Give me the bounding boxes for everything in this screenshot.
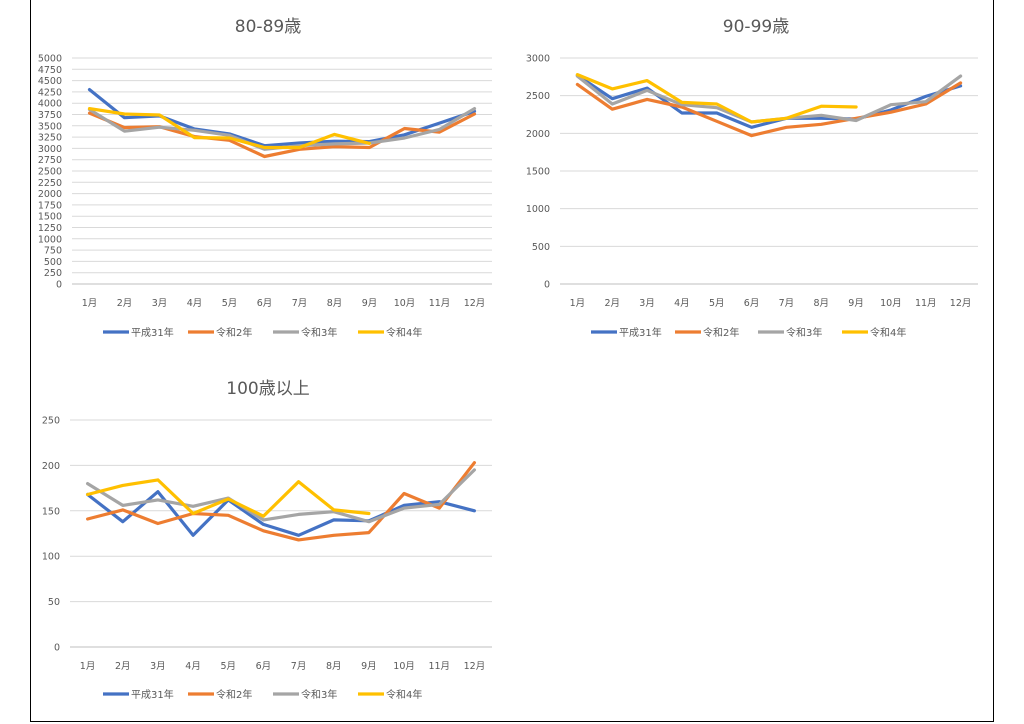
y-tick-label: 3000 [526, 54, 550, 65]
chart-2: 90-99歳 0 500 1000 1500 2000 2500 3000 1月 2月 3月 4月 5月… [526, 17, 978, 339]
y-tick-label: 250 [42, 416, 60, 427]
x-tick-label: 1月 [82, 298, 98, 309]
y-tick-label: 2750 [38, 155, 62, 166]
y-tick-label: 1250 [38, 223, 62, 234]
x-tick-label: 2月 [604, 298, 620, 309]
series-line-4 [87, 106, 372, 150]
y-tick-label: 2250 [38, 178, 62, 189]
series-line-2 [575, 81, 963, 138]
y-tick-label: 0 [54, 643, 60, 654]
y-tick-label: 500 [532, 242, 550, 253]
y-tick-label: 1500 [526, 167, 550, 178]
y-tick-label: 250 [44, 268, 62, 279]
y-tick-label: 3250 [38, 133, 62, 144]
y-tick-label: 50 [48, 597, 60, 608]
x-tick-label: 8月 [326, 661, 342, 672]
legend-label: 令和4年 [870, 326, 906, 339]
x-tick-label: 3月 [150, 661, 166, 672]
series-line-1 [575, 73, 963, 129]
series-line-4 [575, 72, 858, 124]
x-tick-label: 12月 [464, 661, 486, 672]
legend-label: 令和3年 [301, 326, 337, 339]
x-tick-label: 7月 [779, 298, 795, 309]
y-tick-label: 1500 [38, 212, 62, 223]
y-tick-label: 1000 [38, 234, 62, 245]
x-tick-label: 9月 [848, 298, 864, 309]
chart-3: 100歳以上 0 50 100 150 200 250 1月 2月 3月 4月 5月 6月 7月 8月 9月 1… [42, 379, 492, 701]
y-tick-label: 1750 [38, 200, 62, 211]
chart-title: 80-89歳 [235, 17, 301, 37]
x-tick-label: 7月 [291, 661, 307, 672]
series-line-2 [85, 461, 476, 542]
y-tick-label: 2500 [38, 167, 62, 178]
y-tick-label: 4000 [38, 99, 62, 110]
y-tick-label: 4500 [38, 76, 62, 87]
series-line-4 [85, 478, 371, 518]
x-tick-label: 12月 [950, 298, 972, 309]
y-tick-label: 4750 [38, 65, 62, 76]
x-tick-label: 11月 [915, 298, 937, 309]
y-tick-label: 1000 [526, 204, 550, 215]
x-tick-label: 10月 [393, 661, 415, 672]
x-tick-label: 4月 [185, 661, 201, 672]
x-tick-label: 11月 [429, 298, 451, 309]
x-tick-label: 3月 [639, 298, 655, 309]
series-line-3 [85, 468, 476, 524]
x-tick-label: 3月 [152, 298, 168, 309]
y-tick-label: 0 [56, 280, 62, 291]
x-tick-label: 11月 [428, 661, 450, 672]
x-tick-label: 5月 [709, 298, 725, 309]
x-tick-label: 7月 [292, 298, 308, 309]
y-tick-label: 0 [544, 280, 550, 291]
y-tick-label: 750 [44, 246, 62, 257]
x-tick-label: 8月 [813, 298, 829, 309]
x-tick-label: 1月 [80, 661, 96, 672]
y-tick-label: 3000 [38, 144, 62, 155]
chart-1: 80-89歳 0250500750100012501500175020002250… [38, 17, 492, 339]
x-tick-label: 6月 [257, 298, 273, 309]
legend-label: 令和3年 [301, 688, 337, 701]
legend-label: 令和3年 [786, 326, 822, 339]
y-tick-label: 150 [42, 506, 60, 517]
chart-title: 100歳以上 [226, 379, 309, 399]
x-tick-label: 12月 [464, 298, 486, 309]
y-tick-label: 3500 [38, 121, 62, 132]
legend-label: 平成31年 [131, 326, 174, 339]
legend-label: 令和4年 [386, 688, 422, 701]
y-tick-label: 500 [44, 257, 62, 268]
x-tick-label: 2月 [115, 661, 131, 672]
y-tick-label: 2000 [526, 129, 550, 140]
y-tick-label: 200 [42, 461, 60, 472]
legend-label: 令和2年 [703, 326, 739, 339]
chart-title: 90-99歳 [723, 17, 789, 37]
y-tick-label: 5000 [38, 54, 62, 65]
x-tick-label: 9月 [362, 298, 378, 309]
x-tick-label: 10月 [880, 298, 902, 309]
legend-label: 令和2年 [216, 326, 252, 339]
legend-label: 令和4年 [386, 326, 422, 339]
x-tick-label: 9月 [361, 661, 377, 672]
y-tick-label: 2000 [38, 189, 62, 200]
x-tick-label: 10月 [394, 298, 416, 309]
x-tick-label: 1月 [570, 298, 586, 309]
x-tick-label: 2月 [117, 298, 133, 309]
legend-label: 平成31年 [619, 326, 662, 339]
x-tick-label: 5月 [220, 661, 236, 672]
x-tick-label: 4月 [674, 298, 690, 309]
series-line-1 [85, 490, 476, 537]
x-tick-label: 4月 [187, 298, 203, 309]
y-tick-label: 3750 [38, 110, 62, 121]
y-tick-label: 2500 [526, 91, 550, 102]
x-tick-label: 5月 [222, 298, 238, 309]
x-tick-label: 6月 [744, 298, 760, 309]
x-tick-label: 8月 [327, 298, 343, 309]
y-tick-label: 4250 [38, 87, 62, 98]
x-tick-label: 6月 [256, 661, 272, 672]
y-tick-label: 100 [42, 552, 60, 563]
legend-label: 令和2年 [216, 688, 252, 701]
legend-label: 平成31年 [131, 688, 174, 701]
